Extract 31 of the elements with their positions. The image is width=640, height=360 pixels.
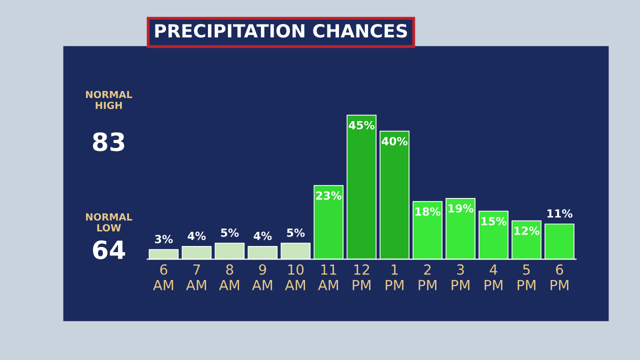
data-label: 23% (316, 191, 342, 200)
x-tick-label: 9 AM (252, 264, 272, 290)
data-label: 4% (188, 232, 206, 240)
data-label: 11% (547, 209, 572, 218)
data-label: 4% (254, 232, 272, 240)
x-tick-label: 7 AM (186, 264, 206, 290)
x-tick-label: 6 AM (153, 264, 174, 290)
data-label: 5% (221, 228, 239, 237)
data-label: 5% (287, 228, 305, 237)
data-label: 40% (382, 136, 408, 146)
x-tick-label: 3 PM (452, 264, 470, 290)
x-tick-label: 8 AM (219, 264, 240, 290)
chart-title: PRECIPITATION CHANCES (155, 24, 407, 38)
data-label: 45% (348, 120, 375, 130)
x-tick-label: 5 PM (518, 264, 536, 290)
data-label: 3% (155, 234, 173, 244)
text: NORMAL LOW (86, 213, 132, 232)
x-tick-label: 11 AM (318, 264, 338, 290)
x-tick-label: 1 PM (386, 264, 404, 290)
text: 64 (92, 240, 126, 260)
x-tick-label: 12 PM (352, 264, 370, 290)
text: NORMAL HIGH (86, 90, 132, 110)
data-label: 19% (448, 204, 474, 213)
data-label: 15% (481, 216, 506, 226)
x-tick-label: 10 AM (284, 264, 306, 290)
text: 83 (92, 132, 124, 152)
x-tick-label: 6 PM (550, 264, 568, 290)
x-tick-label: 2 PM (418, 264, 436, 290)
x-tick-label: 4 PM (484, 264, 502, 290)
data-label: 18% (416, 207, 441, 216)
data-label: 12% (514, 226, 540, 235)
